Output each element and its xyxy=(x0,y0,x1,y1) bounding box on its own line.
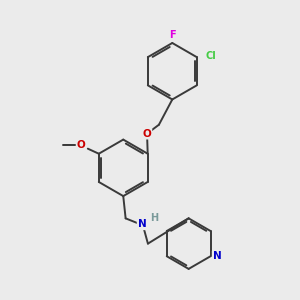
Text: O: O xyxy=(76,140,85,150)
Text: F: F xyxy=(169,30,175,40)
Text: H: H xyxy=(150,213,158,223)
Text: N: N xyxy=(213,251,221,261)
Text: —: — xyxy=(63,140,71,149)
Text: O: O xyxy=(143,129,152,139)
Text: N: N xyxy=(138,219,146,229)
Text: Cl: Cl xyxy=(205,51,216,61)
